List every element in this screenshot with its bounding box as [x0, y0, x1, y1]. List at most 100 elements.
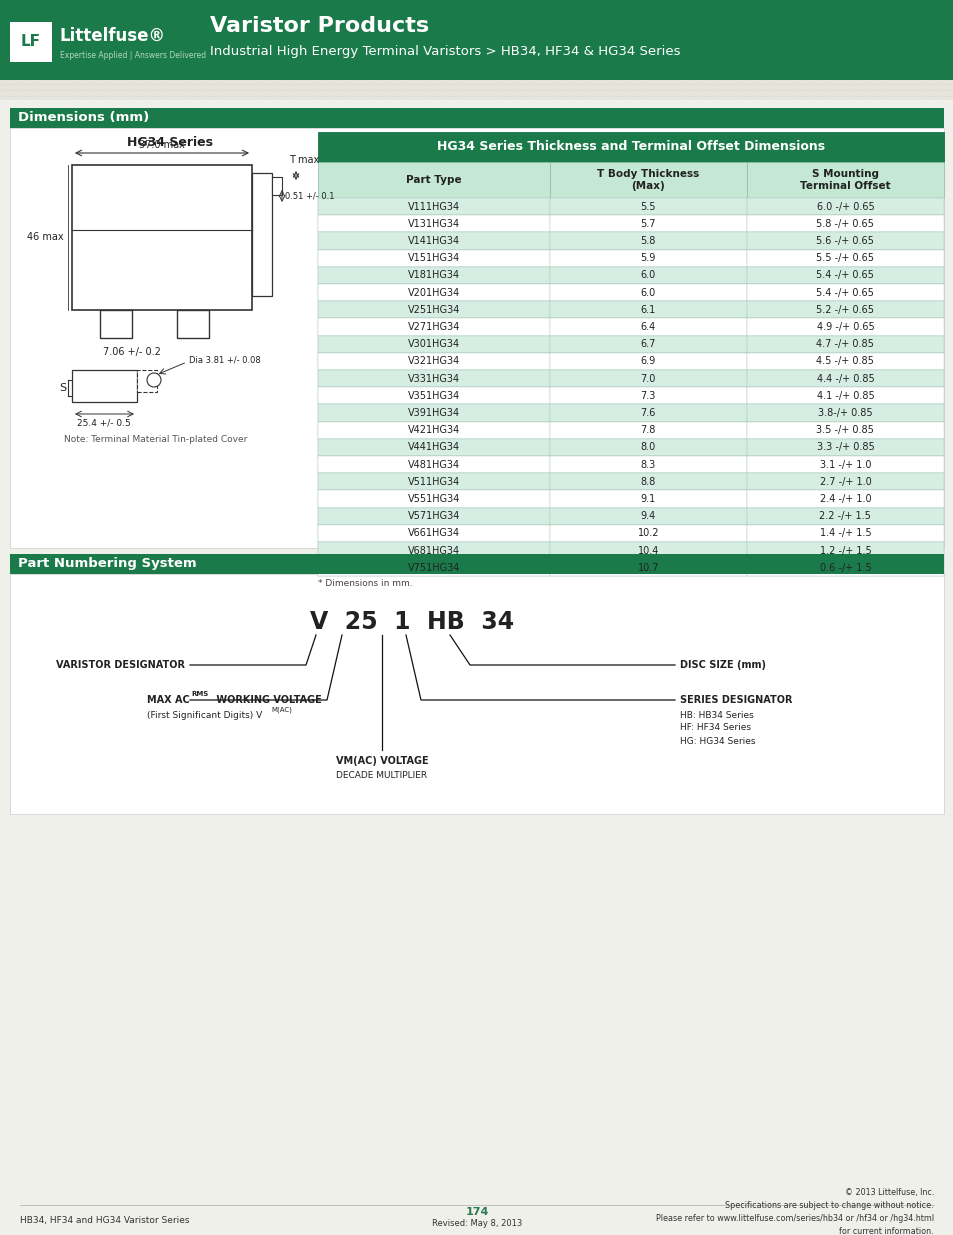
Text: Part Numbering System: Part Numbering System [18, 557, 196, 571]
Bar [10, 107, 943, 128]
Text: V321HG34: V321HG34 [407, 357, 459, 367]
Text: V481HG34: V481HG34 [407, 459, 459, 469]
Bar [549, 456, 746, 473]
Bar [549, 388, 746, 404]
Bar [746, 353, 943, 370]
Bar [746, 370, 943, 388]
Text: T max: T max [289, 156, 319, 165]
Text: SERIES DESIGNATOR: SERIES DESIGNATOR [679, 695, 792, 705]
Bar [317, 198, 943, 215]
Bar [317, 473, 549, 490]
Bar [317, 198, 549, 215]
Text: HB34, HF34 and HG34 Varistor Series: HB34, HF34 and HG34 Varistor Series [20, 1215, 190, 1224]
Text: S Mounting
Terminal Offset: S Mounting Terminal Offset [800, 169, 890, 191]
Text: 5.9: 5.9 [639, 253, 656, 263]
Bar [317, 421, 549, 438]
Bar [549, 421, 746, 438]
Text: 1.2 -/+ 1.5: 1.2 -/+ 1.5 [819, 546, 870, 556]
Text: 7.8: 7.8 [639, 425, 656, 435]
Text: Revised: May 8, 2013: Revised: May 8, 2013 [432, 1219, 521, 1229]
Bar [549, 215, 746, 232]
Bar [746, 508, 943, 525]
Bar [317, 438, 943, 456]
Bar [317, 490, 943, 508]
Bar [549, 301, 746, 319]
Text: 7.3: 7.3 [639, 390, 656, 401]
Bar [317, 388, 549, 404]
Text: 5.6 -/+ 0.65: 5.6 -/+ 0.65 [816, 236, 874, 246]
Text: V421HG34: V421HG34 [407, 425, 459, 435]
Bar [317, 508, 943, 525]
Text: 9.4: 9.4 [639, 511, 655, 521]
Bar [317, 438, 549, 456]
Text: V351HG34: V351HG34 [407, 390, 459, 401]
Text: DISC SIZE (mm): DISC SIZE (mm) [679, 659, 765, 671]
Text: V441HG34: V441HG34 [407, 442, 459, 452]
Text: 46 max: 46 max [28, 232, 64, 242]
Text: 8.0: 8.0 [639, 442, 655, 452]
Text: 6.4: 6.4 [639, 322, 655, 332]
Text: 6.7: 6.7 [639, 340, 656, 350]
Text: V331HG34: V331HG34 [407, 374, 459, 384]
Bar [317, 353, 549, 370]
Text: RMS: RMS [191, 692, 208, 697]
Text: V151HG34: V151HG34 [407, 253, 459, 263]
Bar [317, 542, 943, 559]
Bar [10, 574, 943, 814]
Text: M(AC): M(AC) [271, 706, 292, 713]
Bar [746, 490, 943, 508]
Text: * Dimensions in mm.: * Dimensions in mm. [317, 579, 413, 588]
Text: 5.4 -/+ 0.65: 5.4 -/+ 0.65 [816, 288, 874, 298]
Text: 0.51 +/- 0.1: 0.51 +/- 0.1 [285, 191, 335, 200]
Bar [746, 162, 943, 198]
Bar [317, 559, 549, 577]
Text: 3.3 -/+ 0.85: 3.3 -/+ 0.85 [816, 442, 873, 452]
Text: 8.3: 8.3 [639, 459, 655, 469]
Text: T Body Thickness
(Max): T Body Thickness (Max) [597, 169, 699, 191]
Text: Expertise Applied | Answers Delivered: Expertise Applied | Answers Delivered [60, 51, 206, 59]
Bar [0, 0, 953, 80]
Text: V661HG34: V661HG34 [407, 529, 459, 538]
Bar [317, 319, 943, 336]
Text: 8.8: 8.8 [639, 477, 655, 487]
Text: V141HG34: V141HG34 [407, 236, 459, 246]
Text: HB: HB34 Series: HB: HB34 Series [679, 710, 753, 720]
Text: MAX AC: MAX AC [147, 695, 190, 705]
Bar [317, 249, 549, 267]
Bar [317, 490, 549, 508]
Bar [0, 80, 953, 100]
Text: 10.7: 10.7 [637, 563, 659, 573]
Bar [746, 421, 943, 438]
Text: 6.0: 6.0 [639, 270, 655, 280]
Bar [317, 473, 943, 490]
Text: S: S [59, 383, 66, 393]
Text: HG34 Series Thickness and Terminal Offset Dimensions: HG34 Series Thickness and Terminal Offse… [436, 141, 824, 153]
Bar [317, 232, 549, 249]
Text: 2.4 -/+ 1.0: 2.4 -/+ 1.0 [819, 494, 870, 504]
Bar [549, 508, 746, 525]
Bar [549, 370, 746, 388]
Bar [746, 404, 943, 421]
Text: 5.4 -/+ 0.65: 5.4 -/+ 0.65 [816, 270, 874, 280]
Text: 5.5 -/+ 0.65: 5.5 -/+ 0.65 [816, 253, 874, 263]
Bar [549, 473, 746, 490]
Bar [317, 508, 549, 525]
Circle shape [147, 373, 161, 387]
Text: 0.6 -/+ 1.5: 0.6 -/+ 1.5 [819, 563, 870, 573]
Bar [746, 525, 943, 542]
Text: 5.7: 5.7 [639, 219, 656, 228]
Text: Varistor Products: Varistor Products [210, 16, 429, 36]
Text: V511HG34: V511HG34 [407, 477, 459, 487]
Bar [252, 173, 272, 296]
Bar [317, 162, 549, 198]
Text: V391HG34: V391HG34 [407, 408, 459, 417]
Text: 4.4 -/+ 0.85: 4.4 -/+ 0.85 [816, 374, 873, 384]
Bar [71, 370, 137, 403]
Bar [317, 249, 943, 267]
Text: V  25  1  HB  34: V 25 1 HB 34 [310, 610, 514, 634]
Bar [317, 267, 549, 284]
Bar [317, 456, 549, 473]
Text: 7.06 +/- 0.2: 7.06 +/- 0.2 [103, 347, 161, 357]
Bar [746, 249, 943, 267]
Bar [71, 165, 252, 310]
